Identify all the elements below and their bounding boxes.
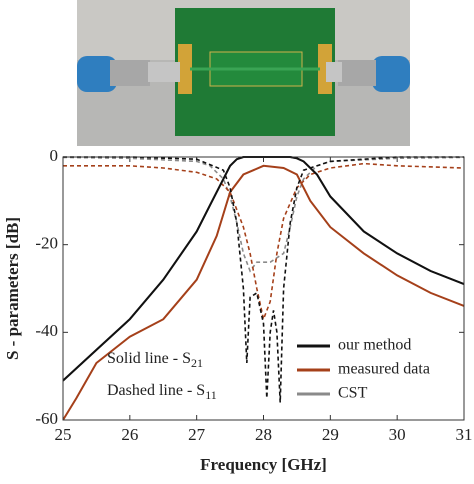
y-tick-label: 0 [50, 146, 59, 165]
y-tick-label: -40 [35, 321, 58, 340]
legend-label: measured data [338, 361, 430, 378]
annotation: Solid line - S21 [107, 350, 203, 370]
legend-label: our method [338, 337, 411, 354]
y-tick-label: -20 [35, 234, 58, 253]
dashed-line [63, 162, 464, 322]
dashed-line [63, 156, 464, 403]
x-tick-label: 27 [188, 425, 206, 444]
annotation: Dashed line - S11 [107, 382, 217, 402]
x-axis-label: Frequency [GHz] [200, 455, 327, 474]
x-tick-label: 31 [456, 425, 473, 444]
legend-label: CST [338, 385, 368, 402]
x-tick-label: 26 [121, 425, 138, 444]
y-tick-label: -60 [35, 409, 58, 428]
plot: 25 26 27 28 29 30 31 -60 -40 -20 0 Frequency [GHz] S… [3, 146, 473, 474]
x-tick-label: 25 [55, 425, 72, 444]
x-tick-label: 30 [389, 425, 406, 444]
y-axis-label: S - parameters [dB] [3, 217, 22, 360]
annotation-text: Solid line - S [107, 350, 191, 367]
frame [62, 156, 465, 421]
plot-area [63, 157, 464, 420]
x-tick-label: 29 [322, 425, 339, 444]
x-tick-label: 28 [255, 425, 272, 444]
annotation-text: Dashed line - S [107, 382, 205, 399]
annotation-sub: 11 [205, 388, 217, 402]
annotation-sub: 21 [191, 356, 203, 370]
photo [77, 0, 410, 146]
solid-line [63, 164, 464, 421]
